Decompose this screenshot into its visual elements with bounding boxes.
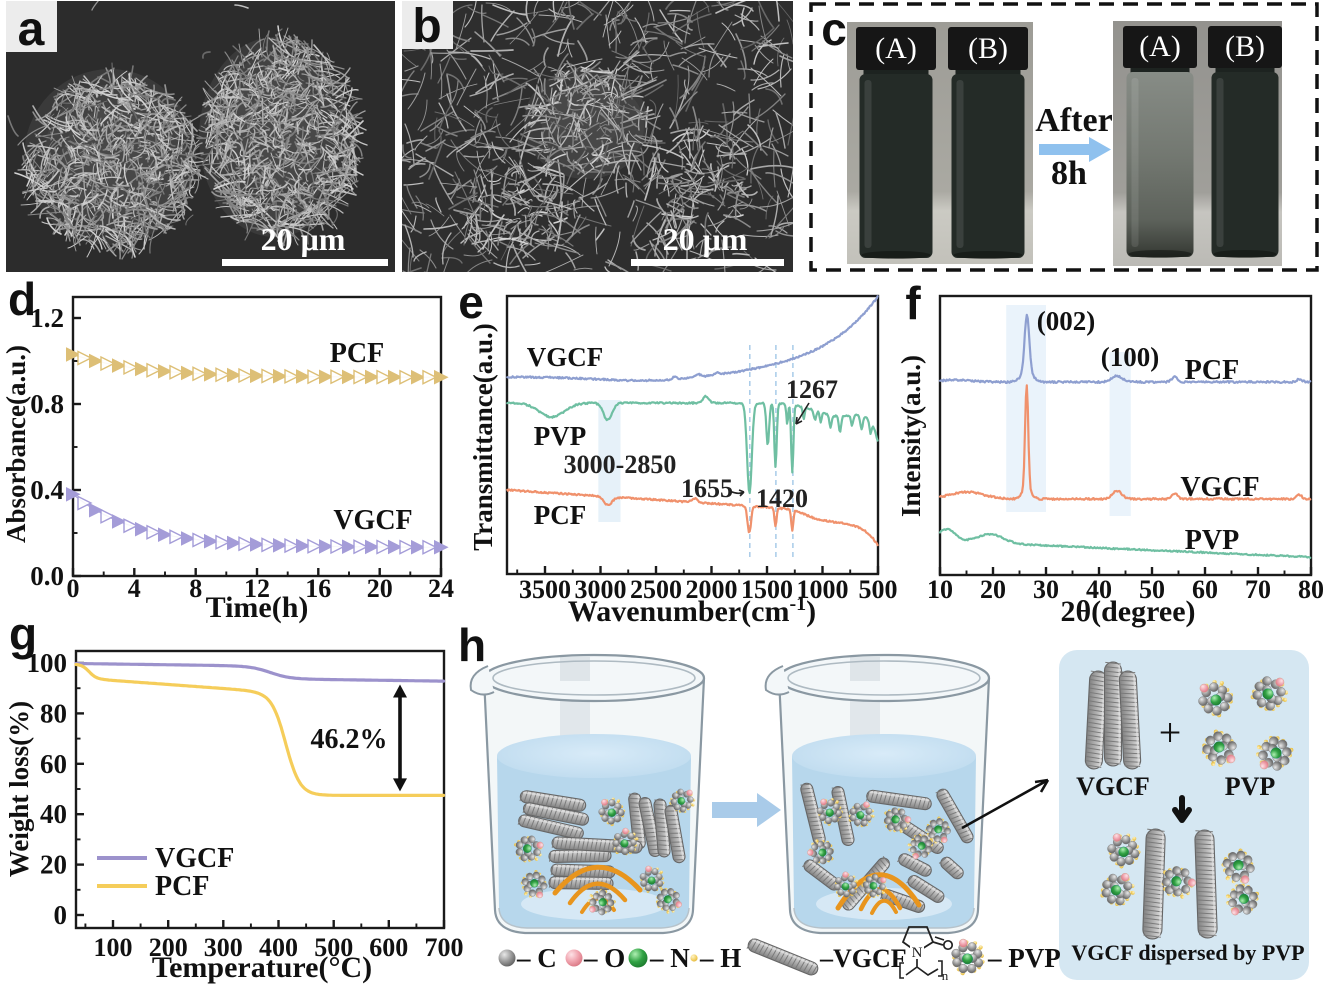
svg-text:VGCF: VGCF xyxy=(155,843,234,874)
svg-text:20: 20 xyxy=(40,850,67,880)
svg-text:(100): (100) xyxy=(1101,342,1159,372)
svg-text:e: e xyxy=(458,276,484,328)
svg-text:b: b xyxy=(412,0,441,53)
svg-text:20 μm: 20 μm xyxy=(663,221,748,257)
svg-text:40: 40 xyxy=(40,799,67,829)
svg-text:N: N xyxy=(912,945,923,961)
svg-text:46.2%: 46.2% xyxy=(311,724,388,755)
svg-text:– O: – O xyxy=(583,943,625,973)
svg-text:(B): (B) xyxy=(968,32,1008,65)
svg-text:2θ(degree): 2θ(degree) xyxy=(1060,595,1195,628)
svg-text:PVP: PVP xyxy=(534,421,586,451)
svg-text:After: After xyxy=(1035,102,1112,139)
svg-text:0.4: 0.4 xyxy=(30,475,64,505)
svg-text:500: 500 xyxy=(314,933,353,962)
svg-text:PVP: PVP xyxy=(1225,772,1276,801)
svg-text:10: 10 xyxy=(927,575,953,604)
svg-text:(A): (A) xyxy=(875,32,917,65)
svg-text:Temperature(°C): Temperature(°C) xyxy=(152,951,372,984)
svg-text:20 μm: 20 μm xyxy=(261,221,346,257)
svg-text:20: 20 xyxy=(980,575,1006,604)
svg-text:60: 60 xyxy=(1192,575,1218,604)
svg-text:(B): (B) xyxy=(1225,30,1265,63)
svg-text:Absorbance(a.u.): Absorbance(a.u.) xyxy=(1,345,31,543)
svg-text:– PVP: – PVP xyxy=(987,943,1061,973)
svg-text:0.8: 0.8 xyxy=(30,389,64,419)
svg-text:1000: 1000 xyxy=(797,575,849,604)
svg-text:500: 500 xyxy=(859,575,898,604)
svg-text:2000: 2000 xyxy=(686,575,738,604)
svg-text:50: 50 xyxy=(1139,575,1165,604)
svg-text:VGCF: VGCF xyxy=(527,342,604,372)
svg-text:2500: 2500 xyxy=(630,575,682,604)
svg-text:– H: – H xyxy=(699,943,741,973)
svg-text:4: 4 xyxy=(128,574,141,603)
svg-text:1420: 1420 xyxy=(756,484,808,513)
svg-text:12: 12 xyxy=(244,574,270,603)
svg-text:VGCF: VGCF xyxy=(1076,772,1150,801)
svg-text:g: g xyxy=(9,608,37,660)
svg-text:70: 70 xyxy=(1245,575,1271,604)
svg-text:0: 0 xyxy=(54,900,68,930)
svg-text:Wavenumber(cm-1): Wavenumber(cm-1) xyxy=(568,593,816,628)
svg-text:Transmittance(a.u.): Transmittance(a.u.) xyxy=(468,323,498,550)
svg-text:(002): (002) xyxy=(1037,306,1095,336)
svg-text:24: 24 xyxy=(428,574,454,603)
svg-text:30: 30 xyxy=(1033,575,1059,604)
svg-text:Intensity(a.u.): Intensity(a.u.) xyxy=(896,355,926,517)
svg-text:PCF: PCF xyxy=(155,871,209,902)
svg-text:60: 60 xyxy=(40,749,67,779)
svg-text:n: n xyxy=(942,968,949,983)
svg-text:– N: – N xyxy=(649,943,690,973)
svg-text:a: a xyxy=(18,3,45,56)
svg-text:0: 0 xyxy=(67,574,80,603)
svg-text:3500: 3500 xyxy=(519,575,571,604)
svg-text:80: 80 xyxy=(40,698,67,728)
svg-text:–VGCF: –VGCF xyxy=(819,944,907,973)
svg-text:c: c xyxy=(821,3,847,55)
svg-text:VGCF dispersed by PVP: VGCF dispersed by PVP xyxy=(1071,940,1304,965)
svg-text:f: f xyxy=(905,277,921,329)
svg-text:100: 100 xyxy=(27,648,68,678)
svg-text:8: 8 xyxy=(189,574,202,603)
svg-text:Weight loss(%): Weight loss(%) xyxy=(4,701,34,877)
svg-text:d: d xyxy=(8,273,36,325)
svg-text:16: 16 xyxy=(305,574,331,603)
svg-text:VGCF: VGCF xyxy=(333,505,412,536)
svg-text:1500: 1500 xyxy=(741,575,793,604)
svg-text:8h: 8h xyxy=(1051,155,1087,192)
svg-text:300: 300 xyxy=(204,933,243,962)
svg-text:+: + xyxy=(1159,710,1182,755)
svg-text:0.0: 0.0 xyxy=(30,561,64,591)
svg-text:200: 200 xyxy=(149,933,188,962)
svg-text:(A): (A) xyxy=(1139,30,1181,63)
svg-text:h: h xyxy=(458,619,486,671)
svg-text:40: 40 xyxy=(1086,575,1112,604)
svg-text:700: 700 xyxy=(425,933,464,962)
svg-text:– C: – C xyxy=(516,943,557,973)
svg-text:3000: 3000 xyxy=(575,575,627,604)
svg-text:1.2: 1.2 xyxy=(30,303,64,333)
svg-text:PCF: PCF xyxy=(1185,355,1239,386)
svg-text:1267: 1267 xyxy=(786,375,838,404)
svg-text:100: 100 xyxy=(94,933,133,962)
svg-text:80: 80 xyxy=(1298,575,1324,604)
svg-text:400: 400 xyxy=(259,933,298,962)
svg-text:20: 20 xyxy=(367,574,393,603)
svg-text:PCF: PCF xyxy=(534,500,586,530)
svg-text:3000-2850: 3000-2850 xyxy=(564,450,677,479)
svg-text:PCF: PCF xyxy=(330,338,384,369)
svg-text:VGCF: VGCF xyxy=(1180,472,1259,503)
svg-text:PVP: PVP xyxy=(1185,525,1239,556)
svg-text:1655: 1655 xyxy=(681,474,733,503)
svg-text:Time(h): Time(h) xyxy=(206,591,309,624)
svg-text:600: 600 xyxy=(369,933,408,962)
